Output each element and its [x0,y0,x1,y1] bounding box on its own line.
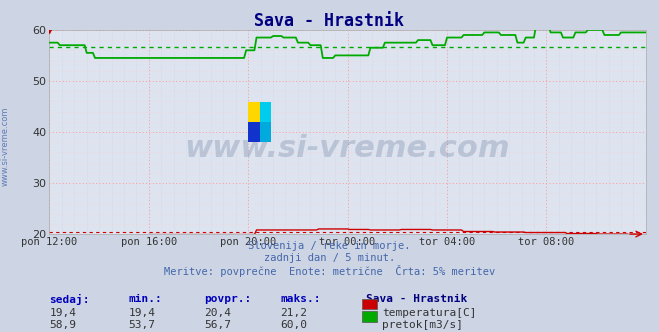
Text: 19,4: 19,4 [49,308,76,318]
Text: povpr.:: povpr.: [204,294,252,304]
Text: 53,7: 53,7 [129,320,156,330]
Text: www.si-vreme.com: www.si-vreme.com [1,106,10,186]
Text: zadnji dan / 5 minut.: zadnji dan / 5 minut. [264,253,395,263]
Text: 21,2: 21,2 [280,308,307,318]
Text: 58,9: 58,9 [49,320,76,330]
Text: 56,7: 56,7 [204,320,231,330]
Text: min.:: min.: [129,294,162,304]
Text: Meritve: povprečne  Enote: metrične  Črta: 5% meritev: Meritve: povprečne Enote: metrične Črta:… [164,265,495,277]
Bar [260,102,272,122]
Bar [260,122,272,142]
Text: Sava - Hrastnik: Sava - Hrastnik [254,12,405,30]
Text: sedaj:: sedaj: [49,294,90,305]
Text: temperatura[C]: temperatura[C] [382,308,476,318]
Text: 19,4: 19,4 [129,308,156,318]
Text: Slovenija / reke in morje.: Slovenija / reke in morje. [248,241,411,251]
Bar [248,102,260,122]
Text: pretok[m3/s]: pretok[m3/s] [382,320,463,330]
Text: Sava - Hrastnik: Sava - Hrastnik [366,294,467,304]
Text: 20,4: 20,4 [204,308,231,318]
Text: www.si-vreme.com: www.si-vreme.com [185,134,511,163]
Bar [248,122,260,142]
Text: 60,0: 60,0 [280,320,307,330]
Text: maks.:: maks.: [280,294,320,304]
